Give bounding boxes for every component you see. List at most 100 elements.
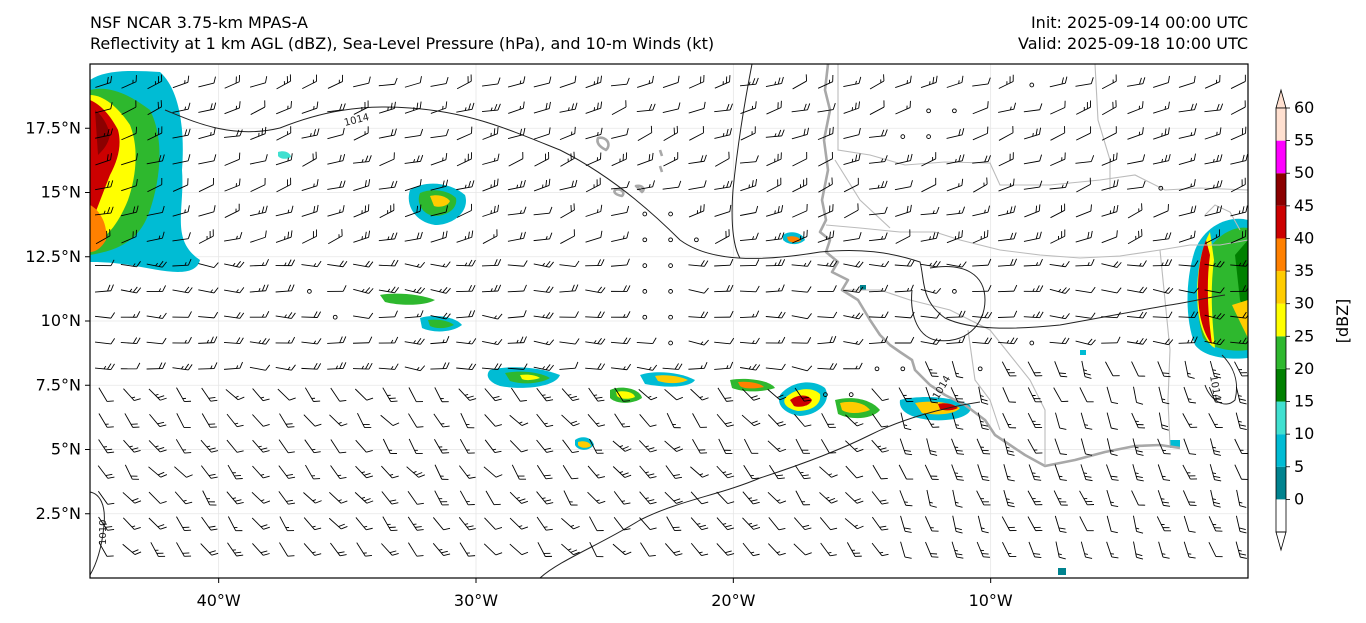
- wind-barb: [871, 516, 889, 531]
- title-right: Init: 2025-09-14 00:00 UTC Valid: 2025-0…: [1018, 12, 1248, 54]
- wind-barb: [843, 286, 864, 293]
- wind-barb: [1178, 336, 1198, 344]
- calm-wind-marker: [952, 289, 957, 294]
- wind-barb: [354, 492, 374, 504]
- wind-barb: [95, 153, 112, 166]
- wind-barb: [1080, 412, 1093, 430]
- wind-barb: [175, 439, 192, 454]
- wind-barb: [304, 439, 321, 454]
- wind-barb: [224, 101, 241, 115]
- country-borders: [825, 64, 1248, 466]
- colorbar-tick-label: 35: [1294, 261, 1314, 280]
- wind-barb: [924, 464, 939, 480]
- lat-tick-label: 15°N: [41, 183, 81, 202]
- wind-barb: [1101, 204, 1119, 217]
- wind-barb: [998, 205, 1016, 217]
- wind-barb: [481, 258, 502, 267]
- wind-barb: [252, 543, 270, 556]
- wind-barb: [767, 543, 786, 556]
- wind-barb: [172, 154, 191, 165]
- calm-wind-marker: [668, 289, 673, 294]
- wind-barb: [740, 101, 757, 114]
- wind-barb: [484, 414, 502, 427]
- wind-barb: [559, 338, 580, 345]
- wind-barb: [352, 155, 372, 164]
- wind-barb: [951, 360, 964, 379]
- wind-barb: [690, 466, 709, 478]
- gridlines: [90, 64, 1248, 578]
- wind-barb: [201, 387, 218, 402]
- wind-barb: [404, 204, 422, 218]
- wind-barb: [456, 152, 472, 167]
- wind-barb: [688, 75, 705, 89]
- wind-barb: [946, 178, 964, 192]
- wind-barb: [765, 284, 785, 293]
- wind-barb: [739, 310, 760, 319]
- wind-barb: [739, 77, 759, 87]
- wind-barb: [894, 311, 915, 319]
- wind-barb: [952, 489, 963, 508]
- wind-barb: [148, 491, 167, 504]
- wind-barb: [868, 206, 888, 216]
- wind-barb: [278, 439, 295, 454]
- lat-tick-label: 10°N: [41, 311, 81, 330]
- wind-barb: [817, 335, 837, 345]
- wind-barb: [249, 76, 268, 88]
- wind-barb: [1204, 313, 1225, 320]
- wind-barb: [1023, 154, 1043, 165]
- wind-barb: [637, 152, 654, 166]
- wind-barb: [434, 490, 449, 506]
- wind-barb: [946, 310, 966, 318]
- wind-barb: [1152, 287, 1174, 294]
- wind-barb: [172, 205, 190, 217]
- model-title: NSF NCAR 3.75-km MPAS-A: [90, 13, 308, 32]
- wind-barb: [327, 127, 345, 140]
- wind-barb: [666, 516, 682, 532]
- wind-barb: [533, 178, 551, 192]
- wind-barb: [843, 362, 863, 370]
- wind-barb: [739, 337, 760, 345]
- wind-barb: [458, 517, 476, 531]
- wind-barb: [456, 180, 475, 191]
- wind-barb: [381, 491, 399, 505]
- wind-barb: [900, 412, 912, 431]
- wind-barb: [561, 388, 580, 402]
- wind-barb: [1080, 464, 1093, 482]
- wind-barb: [1132, 464, 1144, 482]
- wind-barb: [227, 464, 243, 480]
- wind-barb: [201, 413, 217, 428]
- wind-barb: [1050, 126, 1066, 141]
- wind-barb: [459, 542, 476, 557]
- wind-barb: [456, 259, 476, 267]
- wind-barb: [303, 543, 322, 556]
- wind-barb: [148, 466, 168, 478]
- wind-barb: [404, 287, 426, 294]
- wind-barb: [434, 387, 449, 403]
- wind-barb: [765, 363, 786, 371]
- wind-barb: [1178, 287, 1199, 294]
- wind-barb: [94, 259, 115, 267]
- wind-barb: [560, 229, 575, 244]
- wind-barb: [302, 151, 317, 167]
- wind-barb: [1023, 103, 1043, 113]
- wind-barb: [121, 229, 137, 244]
- wind-barb: [1049, 287, 1071, 294]
- wind-barb: [716, 413, 734, 427]
- wind-barb: [482, 178, 499, 192]
- wind-barb: [742, 491, 760, 505]
- wind-barb: [251, 517, 270, 530]
- wind-barb: [1080, 541, 1093, 559]
- wind-barb: [1127, 180, 1146, 190]
- wind-barb: [1157, 464, 1171, 481]
- wind-barb: [843, 101, 861, 114]
- wind-barb: [430, 261, 451, 268]
- wind-barb: [353, 100, 369, 115]
- wind-barb: [636, 103, 656, 112]
- wind-barb: [612, 543, 632, 556]
- wind-barb: [1050, 152, 1066, 167]
- wind-barb: [327, 74, 344, 89]
- wind-barb: [559, 126, 576, 141]
- wind-barb: [1204, 260, 1225, 268]
- wind-barb: [121, 126, 138, 141]
- wind-barb: [430, 179, 449, 191]
